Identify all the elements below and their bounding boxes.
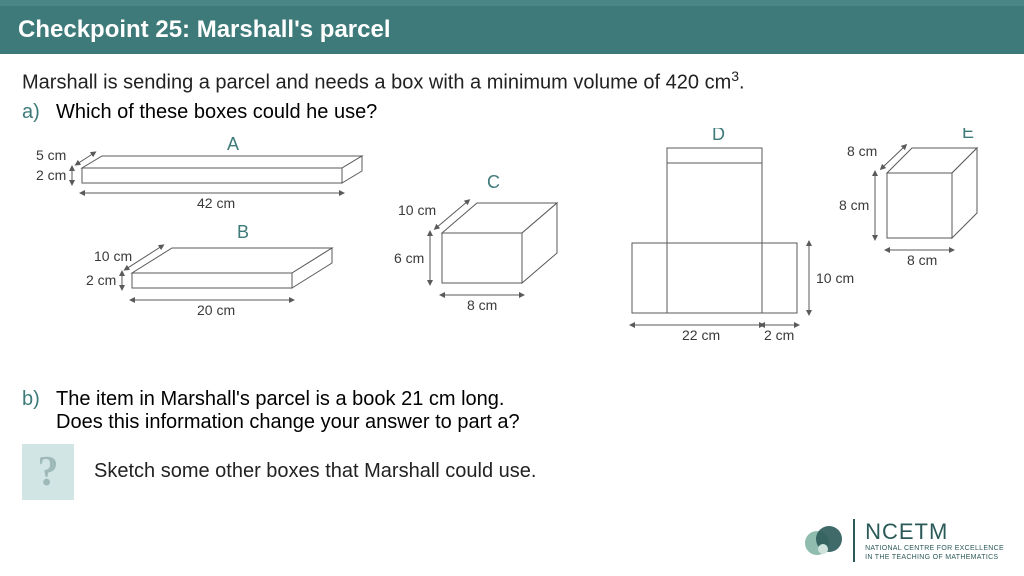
box-c: C 8 cm 6 cm 10 cm bbox=[394, 172, 557, 313]
ncetm-logo: NCETM NATIONAL CENTRE FOR EXCELLENCE IN … bbox=[803, 519, 1004, 562]
box-a-width: 42 cm bbox=[197, 195, 235, 211]
question-a-text: Which of these boxes could he use? bbox=[56, 101, 377, 124]
box-e-width: 8 cm bbox=[907, 252, 937, 268]
box-a-label: A bbox=[227, 134, 239, 154]
box-e-label: E bbox=[962, 128, 974, 142]
question-b-text: The item in Marshall's parcel is a book … bbox=[56, 388, 520, 434]
intro-sup: 3 bbox=[731, 68, 739, 84]
intro-post: . bbox=[739, 72, 745, 94]
box-d-height: 10 cm bbox=[816, 270, 854, 286]
question-b-line2: Does this information change your answer… bbox=[56, 411, 520, 434]
intro-text: Marshall is sending a parcel and needs a… bbox=[22, 68, 1002, 95]
box-b-label: B bbox=[237, 222, 249, 242]
box-e: E 8 cm 8 cm 8 cm bbox=[839, 128, 977, 268]
box-e-height: 8 cm bbox=[839, 197, 869, 213]
content-area: Marshall is sending a parcel and needs a… bbox=[0, 54, 1024, 500]
question-a-row: a) Which of these boxes could he use? bbox=[22, 101, 1002, 124]
logo-name: NCETM bbox=[865, 519, 1004, 545]
logo-text: NCETM NATIONAL CENTRE FOR EXCELLENCE IN … bbox=[853, 519, 1004, 562]
diagrams-container: A 42 cm 2 cm 5 cm B 20 cm bbox=[22, 128, 1002, 388]
box-c-label: C bbox=[487, 172, 500, 192]
hint-text: Sketch some other boxes that Marshall co… bbox=[94, 460, 536, 483]
intro-pre: Marshall is sending a parcel and needs a… bbox=[22, 72, 731, 94]
box-a: A 42 cm 2 cm 5 cm bbox=[36, 134, 362, 211]
hint-icon: ? bbox=[22, 444, 74, 500]
question-b-row: b) The item in Marshall's parcel is a bo… bbox=[22, 388, 1002, 434]
question-b-label: b) bbox=[22, 388, 46, 411]
box-c-depth: 10 cm bbox=[398, 202, 436, 218]
box-d-depth: 2 cm bbox=[764, 327, 794, 343]
question-a-label: a) bbox=[22, 101, 46, 124]
box-d-width: 22 cm bbox=[682, 327, 720, 343]
box-b-depth: 10 cm bbox=[94, 248, 132, 264]
logo-mark bbox=[803, 521, 843, 561]
logo-tag2: IN THE TEACHING OF MATHEMATICS bbox=[865, 554, 1004, 562]
box-b-height: 2 cm bbox=[86, 272, 116, 288]
box-c-height: 6 cm bbox=[394, 250, 424, 266]
box-b: B 20 cm 2 cm 10 cm bbox=[86, 222, 332, 318]
boxes-svg: A 42 cm 2 cm 5 cm B 20 cm bbox=[22, 128, 1002, 388]
question-b-line1: The item in Marshall's parcel is a book … bbox=[56, 388, 520, 411]
hint-icon-glyph: ? bbox=[38, 448, 59, 496]
slide-header: Checkpoint 25: Marshall's parcel bbox=[0, 6, 1024, 54]
hint-row: ? Sketch some other boxes that Marshall … bbox=[22, 444, 1002, 500]
box-e-depth: 8 cm bbox=[847, 143, 877, 159]
box-d: D 22 cm 10 cm 2 cm bbox=[632, 128, 854, 343]
logo-tag1: NATIONAL CENTRE FOR EXCELLENCE bbox=[865, 545, 1004, 553]
box-d-label: D bbox=[712, 128, 725, 144]
box-b-width: 20 cm bbox=[197, 302, 235, 318]
box-a-depth: 5 cm bbox=[36, 147, 66, 163]
slide-title: Checkpoint 25: Marshall's parcel bbox=[18, 16, 391, 43]
box-a-height: 2 cm bbox=[36, 167, 66, 183]
box-c-width: 8 cm bbox=[467, 297, 497, 313]
